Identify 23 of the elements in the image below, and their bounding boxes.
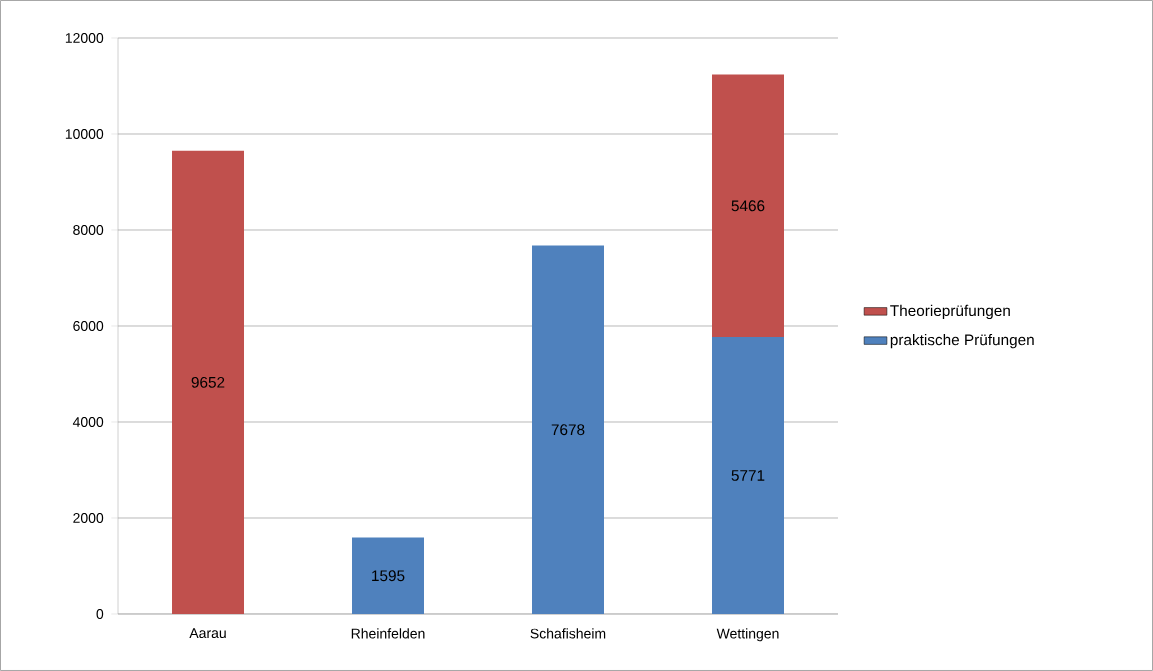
data-label: 5466 [731,200,765,212]
bar [532,245,604,614]
bar [712,74,784,337]
y-tick-label: 12000 [65,33,104,43]
y-tick-label: 8000 [73,225,104,235]
data-label: 7678 [551,424,585,436]
legend-label: Theorieprüfungen [890,304,1010,320]
data-label: 5771 [731,470,765,481]
data-label: 1595 [372,570,405,582]
bar [172,150,245,614]
bar [352,537,424,614]
x-tick-label: Rheinfelden [351,628,425,639]
x-tick-label: Wettingen [716,628,779,642]
y-tick-label: 10000 [65,129,104,139]
bar [712,336,784,614]
y-tick-label: 6000 [73,321,104,331]
legend-label: praktische Prüfungen [890,333,1034,349]
y-tick-label: 0 [96,609,104,619]
data-label: 9652 [191,376,225,388]
x-tick-label: Schafisheim [530,628,606,639]
y-tick-label: 2000 [73,513,104,523]
y-tick-label: 4000 [72,417,104,427]
x-tick-label: Aarau [189,628,226,639]
